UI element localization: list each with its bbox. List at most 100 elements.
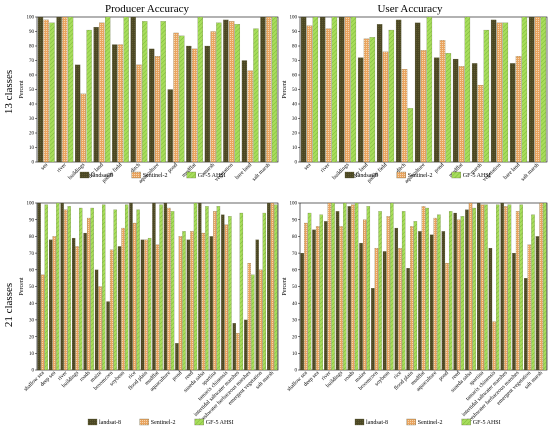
bar-gf-5-ahsi xyxy=(307,212,312,371)
bar-gf-5-ahsi xyxy=(253,28,259,163)
y-tick-label: 60 xyxy=(292,269,298,274)
y-tick-label: 100 xyxy=(27,16,35,21)
legend: landsat-8 Sentinel-2 GF-5 AHSI xyxy=(79,171,226,179)
y-tick-label: 50 xyxy=(292,285,298,290)
x-category-label: rice xyxy=(393,370,404,381)
bar-sentinel-2 xyxy=(62,16,68,163)
bar-gf-5-ahsi xyxy=(369,37,376,163)
x-category-label: pond xyxy=(438,370,450,382)
y-tick-label: 50 xyxy=(29,88,35,93)
bar-gf-5-ahsi xyxy=(531,214,535,371)
bar-sentinel-2 xyxy=(492,321,496,371)
y-tick-label: 70 xyxy=(292,59,298,64)
bar-sentinel-2 xyxy=(178,236,183,371)
bar-gf-5-ahsi xyxy=(67,206,71,371)
bar-landsat-8 xyxy=(112,44,118,163)
y-tick-label: 90 xyxy=(292,218,298,223)
y-tick-label: 20 xyxy=(292,132,298,137)
y-tick-label: 0 xyxy=(295,369,298,374)
bar-gf-5-ahsi xyxy=(105,16,111,163)
bar-gf-5-ahsi xyxy=(312,16,319,163)
bar-sentinel-2 xyxy=(398,247,402,371)
bar-landsat-8 xyxy=(490,19,497,163)
bar-sentinel-2 xyxy=(229,21,235,163)
row-label-13: 13 classes xyxy=(3,70,15,114)
bar-landsat-8 xyxy=(371,288,375,371)
bar-sentinel-2 xyxy=(213,211,217,371)
bar-gf-5-ahsi xyxy=(179,35,185,163)
bar-gf-5-ahsi xyxy=(113,209,117,371)
legend-label: landsat-8 xyxy=(356,173,378,179)
bar-landsat-8 xyxy=(94,269,99,371)
bar-gf-5-ahsi xyxy=(390,202,394,371)
bar-landsat-8 xyxy=(476,202,481,371)
bar-landsat-8 xyxy=(117,246,122,371)
bar-landsat-8 xyxy=(186,45,192,163)
bar-sentinel-2 xyxy=(386,216,390,371)
legend-swatch xyxy=(451,171,461,179)
legend-swatch xyxy=(461,418,471,426)
y-axis-label: Percent xyxy=(282,277,288,295)
bar-gf-5-ahsi xyxy=(425,207,429,371)
bar-landsat-8 xyxy=(453,212,457,371)
bar-sentinel-2 xyxy=(439,40,446,163)
bar-sentinel-2 xyxy=(477,85,484,163)
bar-gf-5-ahsi xyxy=(102,204,106,371)
bar-landsat-8 xyxy=(429,234,434,371)
y-tick-label: 30 xyxy=(292,117,298,122)
y-tick-label: 60 xyxy=(292,74,298,79)
legend-label: GF-5 AHSI xyxy=(206,420,234,426)
bar-gf-5-ahsi xyxy=(147,237,152,371)
bar-sentinel-2 xyxy=(144,239,148,371)
bar-sentinel-2 xyxy=(363,38,370,163)
bar-sentinel-2 xyxy=(410,226,414,371)
y-tick-label: 70 xyxy=(29,59,35,64)
bar-landsat-8 xyxy=(347,206,351,371)
bar-gf-5-ahsi xyxy=(67,16,74,163)
bar-sentinel-2 xyxy=(236,333,240,371)
legend-label: Sentinel-2 xyxy=(418,420,443,426)
bar-sentinel-2 xyxy=(98,286,102,371)
bar-sentinel-2 xyxy=(190,231,194,371)
bar-sentinel-2 xyxy=(382,51,389,163)
bar-gf-5-ahsi xyxy=(354,202,359,371)
bar-landsat-8 xyxy=(241,60,248,163)
bar-sentinel-2 xyxy=(132,222,137,371)
y-tick-label: 100 xyxy=(27,202,35,207)
bar-sentinel-2 xyxy=(325,28,332,163)
legend-label: GF-5 AHSI xyxy=(473,420,501,426)
x-category-label: pond xyxy=(433,162,445,174)
bar-sentinel-2 xyxy=(351,204,355,371)
bar-gf-5-ahsi xyxy=(350,16,357,163)
x-category-label: sea xyxy=(40,162,50,172)
bar-sentinel-2 xyxy=(259,269,263,371)
bar-landsat-8 xyxy=(232,323,236,371)
y-tick-label: 30 xyxy=(29,117,35,122)
bar-landsat-8 xyxy=(319,16,326,163)
legend: landsat-8 Sentinel-2 GF-5 AHSI xyxy=(87,418,234,426)
bar-gf-5-ahsi xyxy=(426,16,433,163)
bar-gf-5-ahsi xyxy=(521,16,528,163)
bar-gf-5-ahsi xyxy=(331,16,338,163)
bar-landsat-8 xyxy=(376,24,383,163)
bar-landsat-8 xyxy=(175,343,179,371)
bar-gf-5-ahsi xyxy=(484,204,488,371)
legend-swatch xyxy=(87,418,98,426)
col-title-user: User Accuracy xyxy=(377,3,443,15)
bar-landsat-8 xyxy=(37,202,41,371)
bar-gf-5-ahsi xyxy=(445,53,452,163)
legend-label: Sentinel-2 xyxy=(408,173,433,179)
bar-sentinel-2 xyxy=(117,44,124,163)
legend-label: landsat-8 xyxy=(91,173,113,179)
bar-landsat-8 xyxy=(338,16,345,163)
bar-landsat-8 xyxy=(395,19,402,163)
bar-landsat-8 xyxy=(260,16,266,163)
bar-gf-5-ahsi xyxy=(437,214,441,371)
bar-sentinel-2 xyxy=(136,64,142,163)
bar-landsat-8 xyxy=(357,57,364,163)
bar-landsat-8 xyxy=(244,319,248,371)
y-tick-label: 70 xyxy=(292,252,298,257)
y-tick-label: 80 xyxy=(29,45,35,50)
